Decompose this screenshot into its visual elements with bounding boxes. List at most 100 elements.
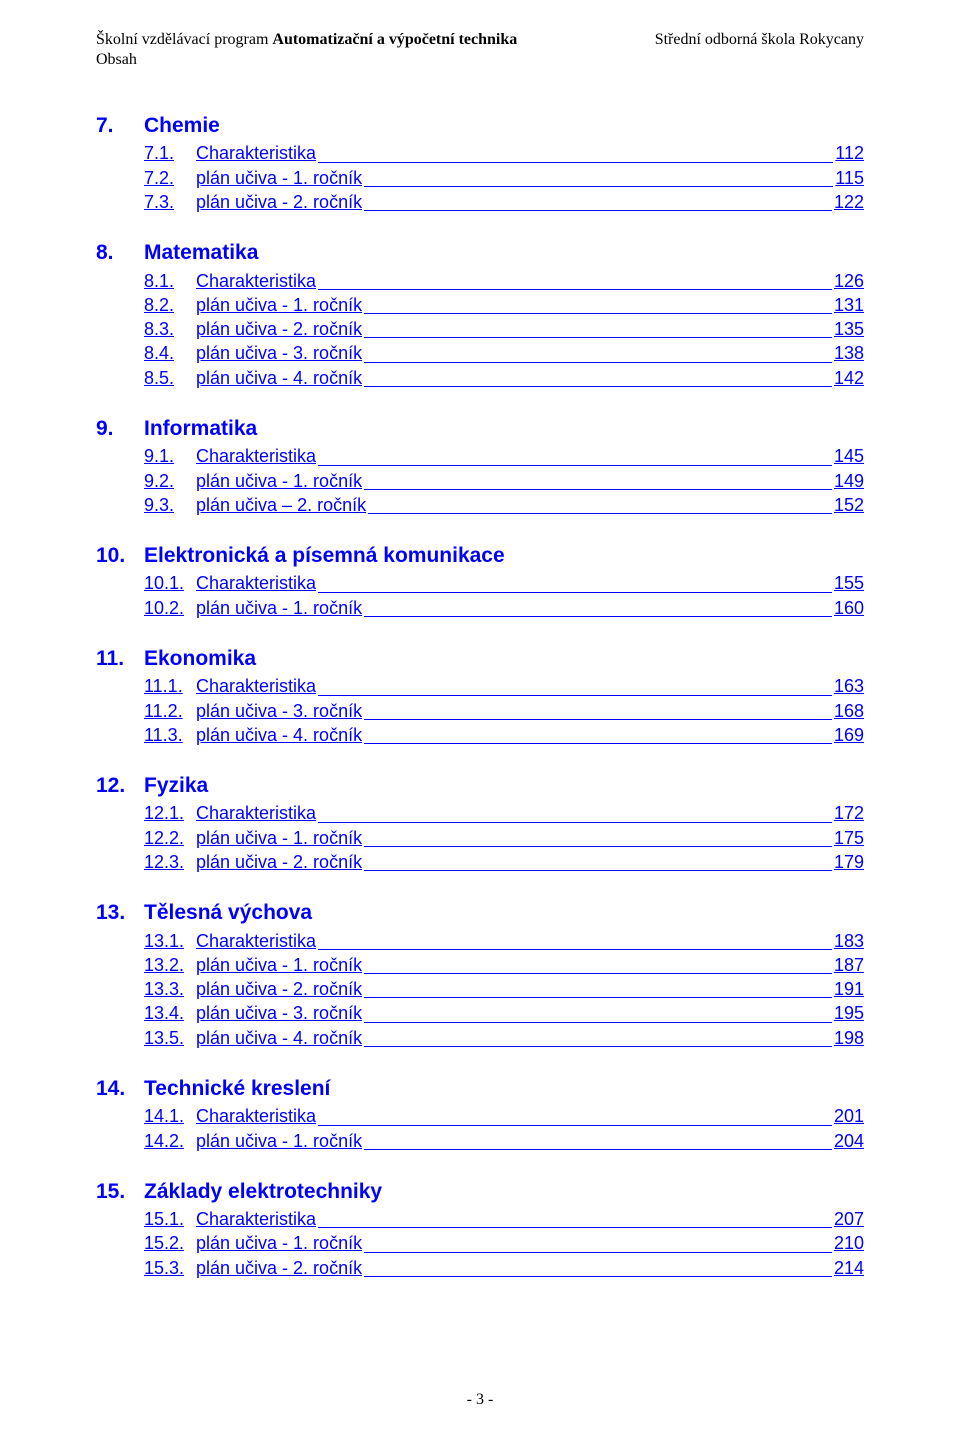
toc-subitem-page: 201 [834,1104,864,1128]
toc-subitem[interactable]: 12.2.plán učiva - 1. ročník175 [96,826,864,850]
toc-subitem-page: 169 [834,723,864,747]
toc-subitem[interactable]: 15.3.plán učiva - 2. ročník214 [96,1256,864,1280]
toc-subitem[interactable]: 7.1.Charakteristika112 [96,141,864,165]
header-sub: Obsah [96,51,864,69]
toc-subitem[interactable]: 12.3.plán učiva - 2. ročník179 [96,850,864,874]
toc-section-number: 8. [96,240,144,266]
toc-subitem[interactable]: 7.3.plán učiva - 2. ročník 122 [96,190,864,214]
toc-subitem-label: plán učiva - 1. ročník [196,469,362,493]
toc-subitem[interactable]: 8.4.plán učiva - 3. ročník138 [96,341,864,365]
toc-section: 10.Elektronická a písemná komunikace10.1… [96,543,864,620]
toc-subitem[interactable]: 12.1.Charakteristika172 [96,801,864,825]
toc-leader-line [364,1236,832,1253]
toc-subitem[interactable]: 8.1.Charakteristika126 [96,269,864,293]
toc-subitem-number: 15.1. [144,1207,196,1231]
toc-subitem[interactable]: 10.1.Charakteristika155 [96,571,864,595]
toc-subitem-label: plán učiva - 2. ročník [196,190,362,214]
toc-section-number: 7. [96,113,144,139]
toc-leader-line [318,576,832,593]
toc-subitem-label: plán učiva - 1. ročník [196,166,362,190]
toc-subitem[interactable]: 13.5.plán učiva - 4. ročník198 [96,1026,864,1050]
toc-subitem-page: 163 [834,674,864,698]
toc-section-title: 10.Elektronická a písemná komunikace [96,543,864,569]
toc-subitem-page: 183 [834,929,864,953]
toc-subitem-page: 168 [834,699,864,723]
toc-section-title: 9.Informatika [96,416,864,442]
toc-subitem-label: Charakteristika [196,269,316,293]
toc-leader-line [364,370,832,387]
toc-leader-line [364,854,832,871]
toc-subitem-label: plán učiva - 4. ročník [196,366,362,390]
toc-section-name: Základy elektrotechniky [144,1179,382,1205]
toc-subitem-number: 7.2. [144,166,196,190]
toc-section-name: Chemie [144,113,220,139]
toc-section-name: Elektronická a písemná komunikace [144,543,505,569]
toc-subitems: 8.1.Charakteristika1268.2.plán učiva - 1… [96,269,864,390]
toc-subitem-page: 172 [834,801,864,825]
toc-subitem-number: 12.2. [144,826,196,850]
toc-subitem-label: Charakteristika [196,801,316,825]
toc-subitem-label: plán učiva - 1. ročník [196,596,362,620]
toc-subitem-number: 15.2. [144,1231,196,1255]
toc-subitem-page: 122 [834,190,864,214]
toc-leader-line [364,1260,832,1277]
toc-subitem[interactable]: 7.2.plán učiva - 1. ročník115 [96,166,864,190]
toc-subitem[interactable]: 8.2.plán učiva - 1. ročník131 [96,293,864,317]
toc-subitem-label: Charakteristika [196,929,316,953]
toc-subitem-number: 13.3. [144,977,196,1001]
toc-leader-line [364,1133,832,1150]
toc-subitems: 7.1.Charakteristika1127.2.plán učiva - 1… [96,141,864,214]
toc-subitem-label: Charakteristika [196,674,316,698]
toc-section: 7.Chemie7.1.Charakteristika1127.2.plán u… [96,113,864,214]
toc-section-title: 11.Ekonomika [96,646,864,672]
toc-subitem[interactable]: 11.2.plán učiva - 3. ročník168 [96,699,864,723]
toc-subitem-number: 10.1. [144,571,196,595]
toc-subitems: 10.1.Charakteristika15510.2.plán učiva -… [96,571,864,620]
toc-subitem[interactable]: 11.1.Charakteristika163 [96,674,864,698]
toc-leader-line [318,678,832,695]
toc-subitem[interactable]: 9.3.plán učiva – 2. ročník152 [96,493,864,517]
toc-subitem-number: 12.3. [144,850,196,874]
toc-subitem-page: 155 [834,571,864,595]
toc-subitem-label: plán učiva - 1. ročník [196,1231,362,1255]
toc-subitem[interactable]: 14.1.Charakteristika201 [96,1104,864,1128]
toc-subitem[interactable]: 8.3.plán učiva - 2. ročník135 [96,317,864,341]
toc-subitem[interactable]: 13.1.Charakteristika 183 [96,929,864,953]
toc-subitem-page: 187 [834,953,864,977]
toc-section: 9.Informatika9.1.Charakteristika1459.2.p… [96,416,864,517]
toc-subitems: 11.1.Charakteristika16311.2.plán učiva -… [96,674,864,747]
toc-leader-line [364,600,832,617]
toc-subitem-number: 14.2. [144,1129,196,1153]
toc-subitem[interactable]: 13.4.plán učiva - 3. ročník195 [96,1001,864,1025]
toc-subitem[interactable]: 15.1.Charakteristika207 [96,1207,864,1231]
toc-subitem-number: 13.1. [144,929,196,953]
toc-subitem-number: 11.3. [144,723,196,747]
header-left: Školní vzdělávací program Automatizační … [96,30,517,49]
toc-subitem-label: plán učiva - 3. ročník [196,341,362,365]
toc-leader-line [364,1030,832,1047]
toc-section-name: Informatika [144,416,257,442]
toc-subitem-label: Charakteristika [196,141,316,165]
toc-subitem-number: 9.2. [144,469,196,493]
toc-leader-line [318,448,832,465]
toc-subitem[interactable]: 9.2.plán učiva - 1. ročník149 [96,469,864,493]
toc-section-number: 10. [96,543,144,569]
toc-subitem-number: 7.3. [144,190,196,214]
toc-subitem[interactable]: 15.2.plán učiva - 1. ročník 210 [96,1231,864,1255]
toc-subitem-page: 210 [834,1231,864,1255]
toc-subitem-label: plán učiva - 1. ročník [196,826,362,850]
toc-subitem[interactable]: 11.3.plán učiva - 4. ročník169 [96,723,864,747]
toc-leader-line [364,194,832,211]
toc-section: 12.Fyzika12.1.Charakteristika17212.2.plá… [96,773,864,874]
toc-subitem[interactable]: 10.2.plán učiva - 1. ročník160 [96,596,864,620]
toc-subitem[interactable]: 14.2.plán učiva - 1. ročník204 [96,1129,864,1153]
toc-subitem[interactable]: 13.3.plán učiva - 2. ročník191 [96,977,864,1001]
toc-subitems: 9.1.Charakteristika1459.2.plán učiva - 1… [96,444,864,517]
toc-subitem[interactable]: 13.2.plán učiva - 1. ročník187 [96,953,864,977]
toc-leader-line [318,273,832,290]
toc-subitem[interactable]: 8.5.plán učiva - 4. ročník142 [96,366,864,390]
toc-subitem-label: plán učiva - 1. ročník [196,293,362,317]
toc-subitem-page: 138 [834,341,864,365]
toc-subitem[interactable]: 9.1.Charakteristika145 [96,444,864,468]
page-header: Školní vzdělávací program Automatizační … [96,30,864,49]
